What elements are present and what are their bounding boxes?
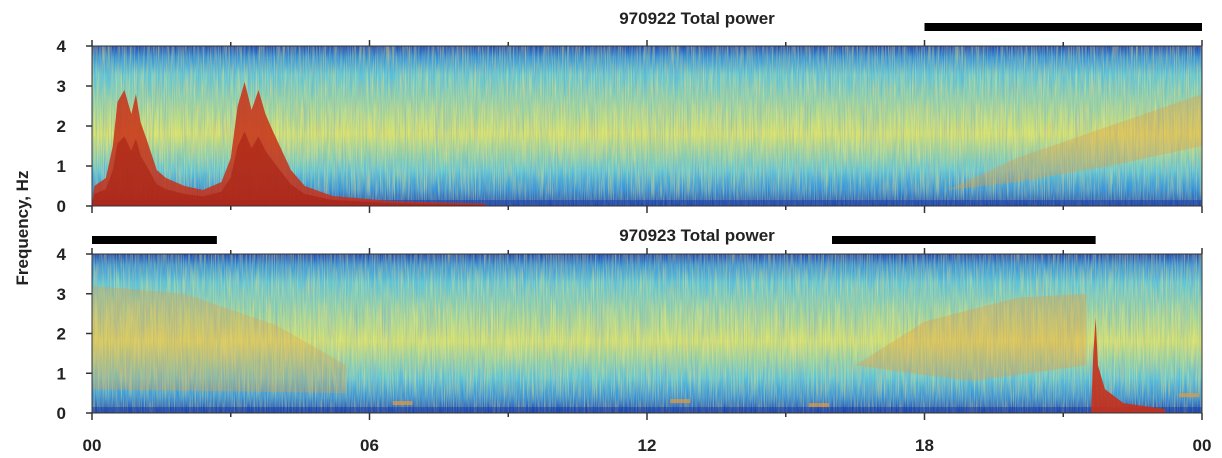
y-tick-label: 0 [57, 197, 66, 216]
x-tick-label: 12 [638, 436, 657, 455]
x-tick-label: 06 [360, 436, 379, 455]
y-tick-label: 0 [57, 404, 66, 423]
panel-title: 970923 Total power [619, 226, 775, 245]
y-tick-label: 1 [57, 157, 66, 176]
spectrogram-area [92, 254, 1202, 413]
y-tick-label: 4 [57, 245, 67, 264]
x-tick-label: 00 [83, 436, 102, 455]
y-axis-label: Frequency, Hz [13, 171, 32, 286]
time-bar [924, 23, 1202, 31]
time-bar [832, 236, 1096, 244]
y-tick-label: 3 [57, 77, 66, 96]
y-tick-label: 4 [57, 37, 67, 56]
x-tick-label: 00 [1193, 436, 1212, 455]
y-tick-label: 2 [57, 325, 66, 344]
panel-top: 970922 Total power 0 1 2 3 4 [57, 9, 1203, 216]
x-tick-label: 18 [915, 436, 934, 455]
y-tick-label: 2 [57, 117, 66, 136]
y-tick-label: 3 [57, 285, 66, 304]
panel-title: 970922 Total power [619, 9, 775, 28]
time-bar [92, 236, 217, 244]
y-tick-label: 1 [57, 364, 66, 383]
spectrogram-area [92, 46, 1202, 206]
